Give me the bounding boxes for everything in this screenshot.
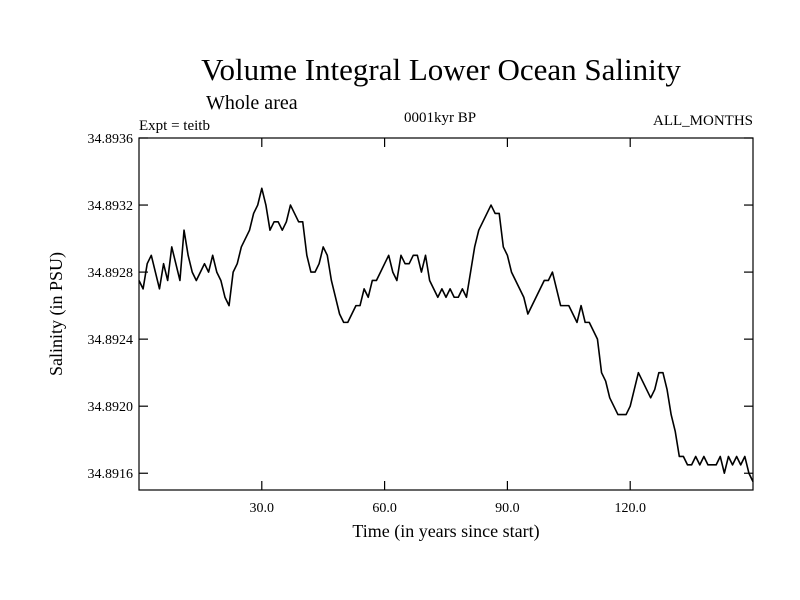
months-label: ALL_MONTHS [653,113,753,129]
chart-subtitle: Whole area [206,92,298,114]
x-tick-label: 30.0 [250,501,275,516]
chart-title: Volume Integral Lower Ocean Salinity [201,52,681,87]
y-tick-label: 34.8916 [88,467,134,482]
x-tick-label: 90.0 [495,501,520,516]
x-axis-label: Time (in years since start) [352,521,539,542]
y-tick-label: 34.8936 [88,132,134,147]
period-label: 0001kyr BP [404,110,476,126]
y-tick-label: 34.8920 [88,400,134,415]
plot-frame [138,137,754,491]
y-axis-label: Salinity (in PSU) [46,252,67,376]
x-tick-label: 120.0 [614,501,646,516]
y-tick-label: 34.8928 [88,266,134,281]
y-tick-label: 34.8924 [88,333,134,348]
experiment-label: Expt = teitb [139,118,210,134]
y-tick-label: 34.8932 [88,199,134,214]
y-axis: 34.8916 34.8920 34.8924 34.8928 34.8932 34.89… [88,132,753,482]
x-tick-label: 60.0 [372,501,397,516]
x-axis: 30.0 60.0 90.0 120.0 [250,138,646,516]
salinity-series-line [138,187,754,482]
